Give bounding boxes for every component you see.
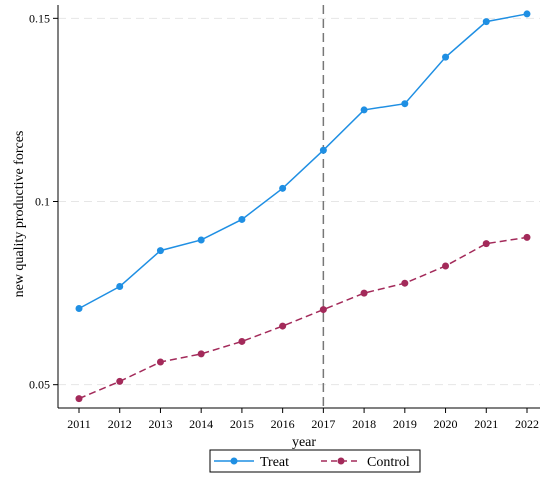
x-tick-label-2017: 2017	[311, 417, 335, 431]
x-tick-label-2011: 2011	[67, 417, 91, 431]
point-control-2020	[442, 262, 450, 270]
point-control-2021	[482, 240, 490, 248]
point-control-2017	[319, 306, 327, 314]
series-layer	[75, 10, 531, 403]
x-tick-label-2015: 2015	[230, 417, 254, 431]
x-tick-label-2014: 2014	[189, 417, 213, 431]
y-tick-labels: 0.05 0.1 0.15	[29, 11, 50, 391]
legend-label-treat: Treat	[260, 455, 289, 470]
point-treat-2011	[75, 304, 83, 312]
point-treat-2020	[442, 53, 450, 61]
point-control-2011	[75, 395, 83, 403]
point-treat-2014	[197, 236, 205, 244]
x-tick-label-2019: 2019	[393, 417, 417, 431]
series-line-control	[78, 236, 528, 400]
point-control-2015	[238, 337, 246, 345]
legend: Treat Control	[209, 449, 421, 473]
point-control-2022	[523, 233, 531, 241]
y-tick-label-2: 0.15	[29, 11, 50, 25]
point-control-2012	[116, 377, 124, 385]
legend-box	[209, 449, 421, 473]
x-tick-label-2013: 2013	[148, 417, 172, 431]
axes	[53, 5, 540, 413]
point-treat-2013	[156, 247, 164, 255]
gridlines	[58, 17, 540, 386]
legend-marker-treat	[230, 457, 238, 465]
point-control-2013	[156, 358, 164, 366]
point-control-2019	[401, 279, 409, 287]
x-tick-label-2022: 2022	[515, 417, 539, 431]
y-tick-label-1: 0.1	[35, 195, 50, 209]
point-treat-2019	[401, 100, 409, 108]
series-line-treat	[78, 13, 528, 310]
x-tick-label-2012: 2012	[108, 417, 132, 431]
x-tick-label-2020: 2020	[434, 417, 458, 431]
legend-marker-control	[337, 457, 345, 465]
point-control-2018	[360, 289, 368, 297]
point-treat-2012	[116, 282, 124, 290]
y-axis-title: new quality productive forces	[12, 131, 27, 298]
point-control-2014	[197, 350, 205, 358]
point-control-2016	[279, 322, 287, 330]
legend-label-control: Control	[367, 455, 410, 470]
point-treat-2018	[360, 106, 368, 114]
x-tick-label-2021: 2021	[474, 417, 498, 431]
x-tick-labels: 2011 2012 2013 2014 2015 2016 2017 2018 2019 2020…	[67, 417, 539, 431]
point-treat-2016	[279, 184, 287, 192]
point-treat-2017	[319, 146, 327, 154]
y-tick-label-0: 0.05	[29, 378, 50, 392]
x-tick-label-2016: 2016	[271, 417, 295, 431]
x-axis-title: year	[292, 435, 316, 450]
x-tick-label-2018: 2018	[352, 417, 376, 431]
point-treat-2015	[238, 215, 246, 223]
point-treat-2021	[482, 18, 490, 26]
point-treat-2022	[523, 10, 531, 18]
